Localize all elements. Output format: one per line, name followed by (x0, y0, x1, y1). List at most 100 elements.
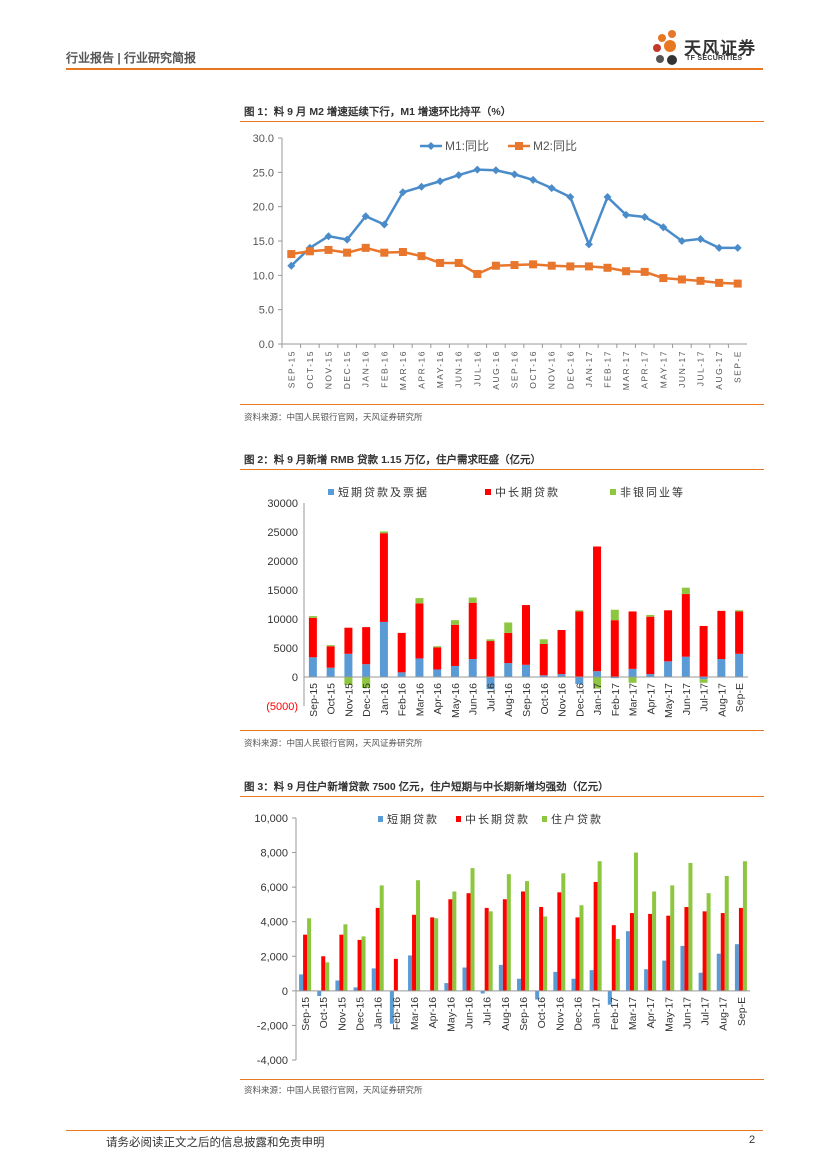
bar-segment (610, 620, 619, 677)
x-tick-label: Jan-17 (592, 683, 604, 715)
x-tick-label: JUL-17 (696, 350, 706, 386)
bar-segment (344, 677, 353, 686)
y-tick-label: 10000 (267, 614, 298, 626)
bar (535, 990, 540, 1000)
bar (466, 893, 471, 991)
bar (575, 917, 580, 991)
m1-point (547, 184, 556, 193)
figure-2-title: 图 2：料 9 月新增 RMB 贷款 1.15 万亿，住户需求旺盛（亿元） (244, 454, 541, 466)
bar-segment (397, 672, 406, 677)
bar-segment (628, 611, 637, 669)
x-tick-label: Jun-16 (468, 683, 480, 715)
x-tick-label: Dec-16 (574, 683, 586, 717)
bar (379, 885, 384, 991)
x-tick-label: Jun-17 (681, 683, 693, 715)
bar-segment (450, 620, 459, 625)
bar (448, 899, 453, 991)
m1-point (696, 234, 705, 243)
bar (666, 915, 671, 991)
x-tick-label: Sep-16 (518, 997, 530, 1031)
bar-segment (681, 594, 690, 657)
bar-segment (681, 656, 690, 677)
bar-segment (468, 602, 477, 660)
bar (625, 931, 630, 991)
x-tick-label: OCT-15 (305, 350, 315, 389)
m2-point (640, 267, 649, 276)
bar (629, 913, 634, 991)
figure-3-bottom-rule (240, 1079, 764, 1080)
bar-segment (610, 609, 619, 621)
m1-point (659, 223, 668, 232)
x-tick-label: Nov-16 (554, 997, 566, 1031)
x-tick-label: Oct-16 (536, 997, 548, 1029)
x-tick-label: Mar-17 (627, 997, 639, 1030)
brand-subtitle: TF SECURITIES (686, 55, 743, 62)
bar (371, 968, 376, 991)
legend-marker-2 (515, 142, 523, 150)
y-tick-label: 2,000 (260, 951, 288, 963)
legend-label-3: 住户贷款 (551, 812, 603, 826)
m1-point (398, 188, 407, 197)
footer-divider (66, 1130, 763, 1131)
bar (434, 918, 439, 991)
bar (416, 880, 421, 991)
m2-point (547, 261, 556, 270)
bar (607, 990, 612, 1005)
bar (452, 891, 457, 991)
m1-point (436, 177, 445, 186)
y-tick-label: 0.0 (259, 339, 274, 351)
bar-segment (433, 669, 442, 677)
bar-segment (646, 674, 655, 677)
m2-point (398, 247, 407, 256)
x-tick-label: Feb-16 (391, 997, 403, 1030)
bar (597, 861, 602, 991)
bar-segment (646, 616, 655, 675)
bar-segment (717, 610, 726, 660)
bar (557, 892, 562, 991)
bar-segment (539, 643, 548, 676)
bar-segment (664, 661, 673, 677)
bar-segment (326, 646, 335, 668)
x-tick-label: Sep-E (736, 997, 748, 1026)
figure-3-rule (240, 796, 764, 797)
footer-disclaimer: 请务必阅读正文之后的信息披露和免责申明 (106, 1137, 325, 1149)
x-tick-label: SEP-16 (510, 350, 520, 388)
x-tick-label: Sep-E (734, 683, 746, 712)
m1-point (622, 210, 631, 219)
x-tick-label: AUG-17 (714, 350, 724, 390)
m2-point (454, 258, 463, 267)
bar (462, 967, 467, 991)
x-tick-label: APR-17 (640, 350, 650, 389)
bar (393, 958, 398, 991)
bar (543, 916, 548, 991)
m1-point (566, 193, 575, 202)
m2-point (659, 274, 668, 283)
m1-point (287, 261, 296, 270)
bar (524, 881, 529, 991)
x-tick-label: Apr-16 (427, 997, 439, 1029)
bar (339, 934, 344, 991)
y-tick-label: 8,000 (260, 848, 288, 860)
m2-point (324, 245, 333, 254)
figure-1-source: 资料来源：中国人民银行官网，天风证券研究所 (244, 412, 423, 422)
bar (688, 862, 693, 991)
y-tick-label: 4,000 (260, 917, 288, 929)
x-tick-label: Jul-16 (482, 997, 494, 1026)
m1-point (529, 175, 538, 184)
bar (724, 875, 729, 991)
bar-segment (468, 659, 477, 677)
x-tick-label: Mar-16 (409, 997, 421, 1030)
bar-segment (699, 625, 708, 677)
y-tick-label: -2,000 (257, 1020, 288, 1032)
x-tick-label: SEP-E (733, 350, 743, 383)
bar-segment (593, 671, 602, 677)
bar (412, 914, 417, 991)
bar (611, 925, 616, 991)
y-tick-label: 6,000 (260, 882, 288, 894)
figure-2-source: 资料来源：中国人民银行官网，天风证券研究所 (244, 738, 423, 748)
x-tick-label: NOV-16 (547, 350, 557, 389)
bar (361, 936, 366, 991)
bar-segment (522, 664, 530, 677)
x-tick-label: May-16 (450, 683, 462, 718)
bar (498, 964, 503, 991)
